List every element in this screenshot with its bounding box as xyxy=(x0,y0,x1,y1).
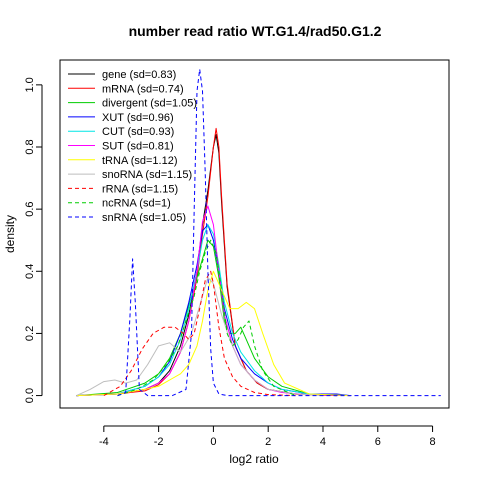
x-tick-label: 8 xyxy=(430,436,436,448)
series-line-9 xyxy=(117,239,296,397)
legend: gene (sd=0.83) mRNA (sd=0.74) divergent (s… xyxy=(68,69,197,224)
y-axis: 0.0 0.2 0.4 0.6 0.8 1.0 xyxy=(24,77,43,403)
y-tick-label: 0.2 xyxy=(24,326,36,341)
x-tick-label: -4 xyxy=(99,436,109,448)
series-line-8 xyxy=(103,270,296,397)
x-tick-label: 4 xyxy=(320,436,326,448)
chart-title: number read ratio WT.G1.4/rad50.G1.2 xyxy=(129,23,382,39)
series-line-10 xyxy=(117,68,441,397)
series-line-4 xyxy=(76,224,351,397)
legend-label: CUT (sd=0.93) xyxy=(102,126,174,138)
legend-label: ncRNA (sd=1) xyxy=(102,198,171,210)
legend-label: snoRNA (sd=1.15) xyxy=(102,169,192,181)
x-axis-label: log2 ratio xyxy=(229,452,279,466)
plot-frame xyxy=(59,59,450,409)
x-axis: -4 -2 0 2 4 6 8 xyxy=(99,425,436,448)
y-tick-label: 1.0 xyxy=(24,77,36,92)
x-tick-label: -2 xyxy=(154,436,164,448)
x-tick-label: 0 xyxy=(210,436,216,448)
y-axis-label: density xyxy=(3,215,17,253)
legend-label: rRNA (sd=1.15) xyxy=(102,183,178,195)
legend-label: mRNA (sd=0.74) xyxy=(102,83,184,95)
y-tick-label: 0.4 xyxy=(24,264,36,279)
legend-label: tRNA (sd=1.12) xyxy=(102,155,178,167)
series-line-2 xyxy=(76,239,351,397)
y-tick-label: 0.6 xyxy=(24,201,36,216)
series-line-3 xyxy=(76,224,351,397)
legend-label: gene (sd=0.83) xyxy=(102,69,176,81)
legend-label: XUT (sd=0.96) xyxy=(102,112,174,124)
series-line-6 xyxy=(76,270,351,397)
legend-label: divergent (sd=1.05) xyxy=(102,98,197,110)
series-line-7 xyxy=(76,277,324,397)
legend-label: SUT (sd=0.81) xyxy=(102,141,174,153)
legend-label: snRNA (sd=1.05) xyxy=(102,212,186,224)
series-layer xyxy=(76,68,441,397)
y-tick-label: 0.8 xyxy=(24,139,36,154)
y-tick-label: 0.0 xyxy=(24,388,36,403)
x-tick-label: 6 xyxy=(375,436,381,448)
x-tick-label: 2 xyxy=(265,436,271,448)
